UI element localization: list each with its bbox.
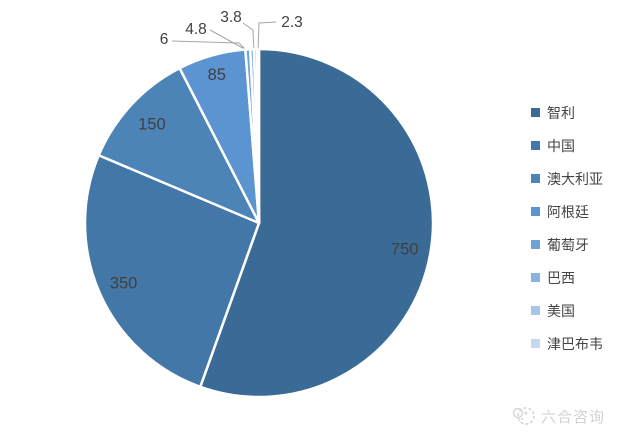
pie-value-label: 750: [391, 240, 419, 258]
legend-label: 巴西: [547, 269, 575, 286]
legend-item: 澳大利亚: [531, 162, 603, 195]
legend-item: 巴西: [531, 261, 603, 294]
legend-item: 葡萄牙: [531, 228, 603, 261]
legend-label: 阿根廷: [547, 203, 589, 220]
pie-slice-2: [97, 66, 261, 225]
pie-chart: 750 350 150 85 6 4.8 3.8 2.3: [83, 9, 435, 399]
watermark: 六合咨询: [510, 403, 605, 429]
legend-label: 中国: [547, 137, 575, 154]
legend-item: 阿根廷: [531, 195, 603, 228]
legend-label: 津巴布韦: [547, 335, 603, 352]
legend-item: 津巴布韦: [531, 327, 603, 360]
legend-swatch: [531, 174, 540, 183]
pie-value-label: 150: [138, 116, 166, 134]
pie-slice-1: [83, 153, 261, 389]
legend-label: 智利: [547, 104, 575, 121]
liuhe-logo-icon: [512, 407, 535, 425]
pie-value-label-outside: 2.3: [281, 14, 303, 31]
legend-swatch: [531, 273, 540, 282]
leader-line: [257, 21, 277, 52]
pie-value-label: 85: [208, 66, 226, 84]
legend-swatch: [531, 306, 540, 315]
pie-value-label-outside: 4.8: [185, 21, 207, 38]
leader-line: [242, 22, 255, 52]
legend-swatch: [531, 339, 540, 348]
pie-slice-7: [255, 47, 261, 225]
legend-label: 葡萄牙: [547, 236, 589, 253]
leader-line: [209, 29, 251, 53]
legend-swatch: [531, 240, 540, 249]
pie-slice-0: [199, 47, 435, 399]
legend-swatch: [531, 207, 540, 216]
pie-value-label: 350: [110, 274, 138, 292]
legend-label: 澳大利亚: [547, 170, 603, 187]
watermark-text: 六合咨询: [541, 408, 606, 426]
legend-item: 中国: [531, 129, 603, 162]
legend-swatch: [531, 141, 540, 150]
legend-swatch: [531, 108, 540, 117]
legend: 智利中国澳大利亚阿根廷葡萄牙巴西美国津巴布韦: [531, 96, 603, 360]
legend-item: 智利: [531, 96, 603, 129]
legend-label: 美国: [547, 302, 575, 319]
pie-value-label-outside: 6: [160, 31, 169, 48]
legend-item: 美国: [531, 294, 603, 327]
pie-value-label-outside: 3.8: [220, 9, 242, 26]
